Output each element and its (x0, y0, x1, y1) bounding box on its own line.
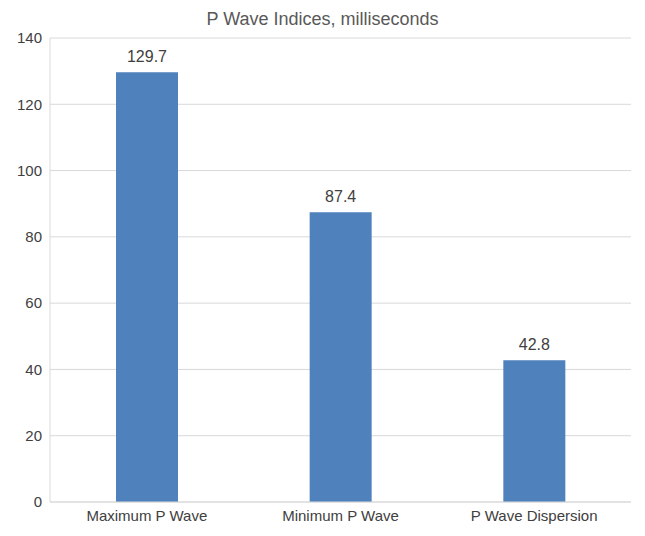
svg-text:80: 80 (25, 228, 42, 245)
svg-text:60: 60 (25, 294, 42, 311)
svg-text:P Wave Dispersion: P Wave Dispersion (471, 507, 598, 524)
svg-text:40: 40 (25, 361, 42, 378)
svg-text:120: 120 (17, 96, 42, 113)
svg-text:140: 140 (17, 29, 42, 46)
html-text:P Wave Indices, milliseconds: P Wave Indices, milliseconds (206, 9, 439, 29)
svg-text:42.8: 42.8 (519, 336, 550, 353)
svg-text:129.7: 129.7 (127, 48, 167, 65)
svg-text:20: 20 (25, 427, 42, 444)
svg-text:Minimum P Wave: Minimum P Wave (282, 507, 399, 524)
svg-text:100: 100 (17, 162, 42, 179)
svg-text:87.4: 87.4 (325, 188, 356, 205)
svg-text:Maximum P Wave: Maximum P Wave (86, 507, 207, 524)
svg-text:0: 0 (34, 493, 42, 510)
